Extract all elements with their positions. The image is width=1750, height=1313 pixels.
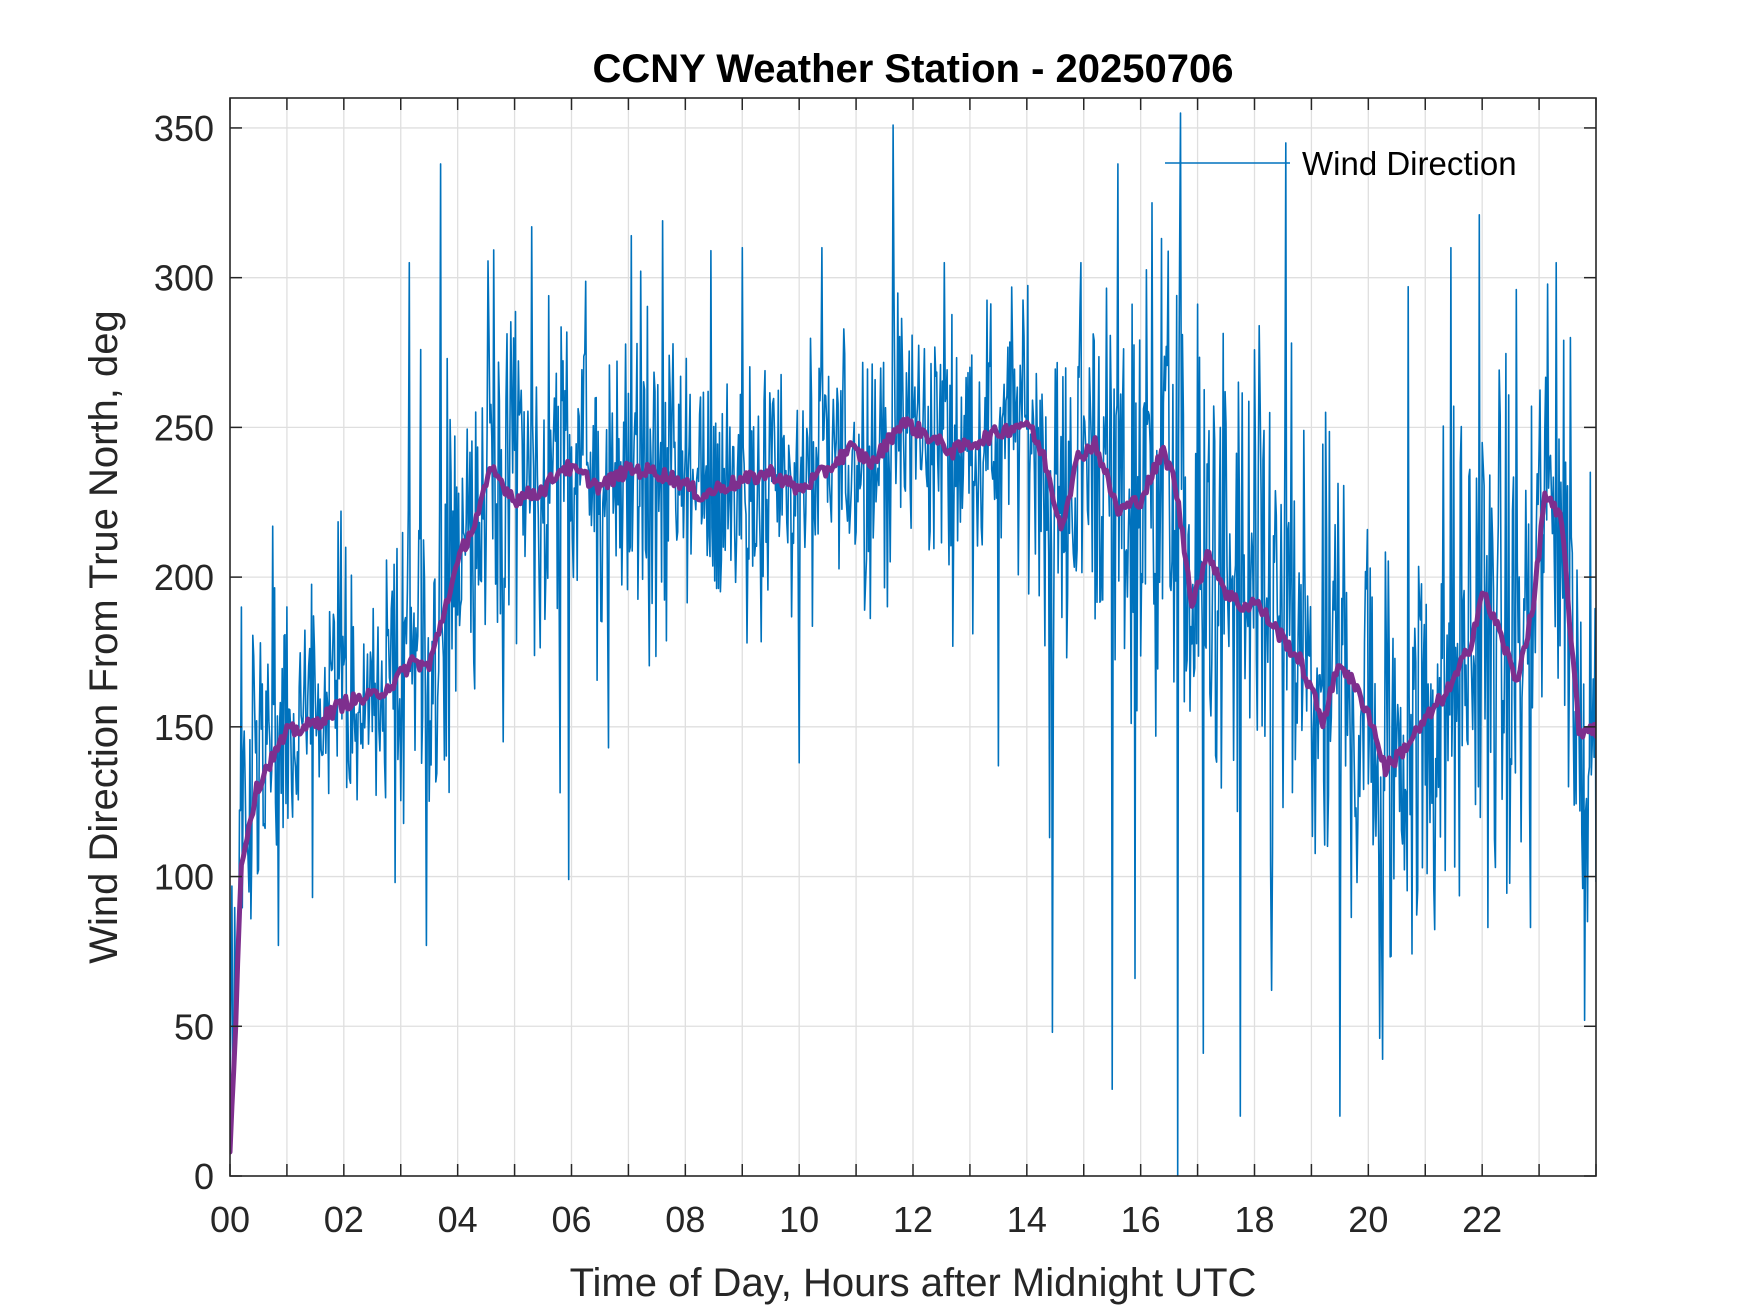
y-tick-label: 0 <box>194 1156 214 1197</box>
wind-direction-line <box>230 112 1596 1176</box>
x-tick-label: 12 <box>893 1199 933 1240</box>
y-axis-label: Wind Direction From True North, deg <box>82 310 126 964</box>
legend: Wind Direction <box>1165 145 1517 182</box>
legend-label-wind-direction: Wind Direction <box>1302 145 1517 182</box>
x-tick-label: 00 <box>210 1199 250 1240</box>
y-tick-label: 350 <box>154 108 214 149</box>
x-axis-label: Time of Day, Hours after Midnight UTC <box>570 1261 1257 1305</box>
y-tick-label: 250 <box>154 407 214 448</box>
x-tick-labels: 00 02 04 06 08 10 12 14 16 18 20 22 <box>210 1199 1502 1240</box>
data-layer <box>230 112 1596 1176</box>
x-tick-label: 20 <box>1348 1199 1388 1240</box>
x-tick-label: 06 <box>551 1199 591 1240</box>
x-tick-label: 04 <box>438 1199 478 1240</box>
y-tick-label: 50 <box>174 1006 214 1047</box>
running-mean-line <box>230 416 1596 1155</box>
x-tick-label: 02 <box>324 1199 364 1240</box>
y-tick-label: 200 <box>154 557 214 598</box>
x-tick-label: 16 <box>1121 1199 1161 1240</box>
y-tick-labels: 0 50 100 150 200 250 300 350 <box>154 108 214 1197</box>
x-tick-label: 10 <box>779 1199 819 1240</box>
x-tick-label: 22 <box>1462 1199 1502 1240</box>
y-tick-label: 100 <box>154 857 214 898</box>
x-tick-label: 18 <box>1234 1199 1274 1240</box>
x-tick-label: 08 <box>665 1199 705 1240</box>
y-tick-label: 150 <box>154 707 214 748</box>
chart-title: CCNY Weather Station - 20250706 <box>593 47 1234 91</box>
x-tick-label: 14 <box>1007 1199 1047 1240</box>
ticks <box>229 98 1597 1177</box>
y-tick-label: 300 <box>154 258 214 299</box>
